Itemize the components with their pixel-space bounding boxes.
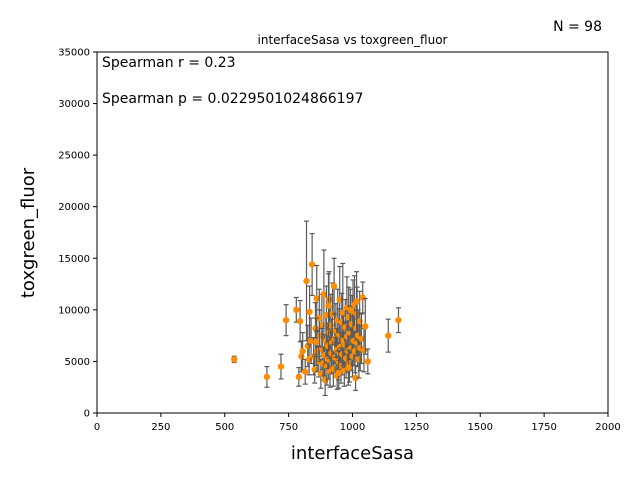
data-point — [316, 288, 323, 348]
x-tick-label: 1750 — [531, 422, 556, 433]
x-axis-title: interfaceSasa — [291, 443, 414, 464]
point-marker — [345, 364, 352, 371]
point-marker — [295, 373, 303, 381]
data-point — [335, 356, 342, 389]
point-marker — [316, 314, 323, 322]
data-point — [359, 281, 366, 314]
point-marker — [308, 261, 316, 268]
point-marker — [325, 302, 332, 309]
y-tick-label: 0 — [84, 409, 90, 420]
x-tick-label: 1500 — [468, 422, 493, 433]
point-marker — [313, 295, 320, 302]
point-marker — [395, 316, 402, 324]
point-marker — [330, 282, 338, 290]
axes: 0 250 500 750 1000 1250 1500 1750 20000500010000… — [58, 48, 621, 434]
data-point — [308, 232, 316, 297]
data-point — [352, 364, 359, 391]
data-point — [306, 285, 313, 339]
data-point — [282, 304, 290, 337]
data-point — [325, 273, 332, 339]
point-marker — [362, 323, 369, 330]
point-marker — [353, 298, 360, 305]
point-marker — [325, 356, 332, 363]
point-marker — [231, 356, 238, 363]
point-marker — [313, 338, 320, 346]
point-marker — [358, 335, 365, 342]
point-marker — [303, 277, 310, 285]
point-marker — [299, 347, 306, 355]
data-point — [313, 317, 320, 367]
y-tick-label: 15000 — [58, 254, 90, 265]
point-marker — [293, 306, 300, 314]
x-tick-label: 1000 — [340, 422, 365, 433]
y-tick-label: 25000 — [58, 151, 90, 162]
spearman-p-annotation: Spearman p = 0.0229501024866197 — [102, 91, 363, 107]
data-point — [296, 299, 304, 343]
spearman-r-annotation: Spearman r = 0.23 — [102, 55, 236, 71]
x-tick-label: 1250 — [404, 422, 429, 433]
point-marker — [263, 373, 271, 381]
point-marker — [385, 332, 392, 339]
data-point — [358, 313, 365, 365]
point-marker — [277, 363, 285, 370]
x-tick-label: 500 — [215, 422, 234, 433]
point-marker — [364, 358, 372, 365]
data-point — [277, 353, 285, 380]
point-marker — [360, 346, 368, 354]
point-marker — [320, 291, 328, 298]
x-tick-label: 250 — [151, 422, 170, 433]
y-tick-label: 10000 — [58, 305, 90, 316]
x-tick-label: 0 — [94, 422, 100, 433]
data-point — [293, 296, 300, 323]
data-point — [263, 365, 271, 388]
x-tick-label: 750 — [279, 422, 298, 433]
y-tick-label: 35000 — [58, 48, 90, 59]
point-marker — [352, 374, 359, 382]
data-point — [395, 307, 402, 334]
y-tick-label: 5000 — [65, 357, 90, 368]
data-point — [231, 355, 238, 364]
y-tick-label: 20000 — [58, 202, 90, 213]
x-tick-label: 2000 — [595, 422, 620, 433]
point-marker — [302, 368, 309, 375]
data-point — [320, 249, 328, 340]
data-point — [345, 349, 352, 386]
point-marker — [307, 337, 315, 344]
data-points — [231, 220, 402, 397]
data-point — [303, 220, 310, 342]
point-marker — [335, 369, 342, 376]
chart-title: interfaceSasa vs toxgreen_fluor — [258, 33, 448, 47]
data-point — [364, 348, 372, 375]
point-marker — [306, 308, 313, 316]
y-axis-title: toxgreen_fluor — [18, 167, 39, 298]
data-point — [385, 318, 392, 353]
point-marker — [339, 309, 346, 317]
y-tick-label: 30000 — [58, 99, 90, 110]
sample-count-label: N = 98 — [553, 19, 602, 35]
data-point — [362, 297, 369, 355]
data-point — [295, 367, 303, 387]
point-marker — [296, 318, 304, 325]
data-point — [353, 271, 360, 333]
point-marker — [282, 316, 290, 324]
